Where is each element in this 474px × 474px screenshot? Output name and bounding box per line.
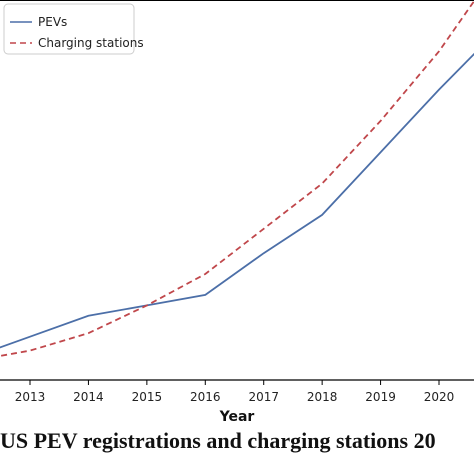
series-line-charging-stations: [0, 0, 474, 357]
x-tick-label-2020: 2020: [424, 390, 455, 404]
x-ticks: 2013 2014 2015 2016 2017 2018 2019 2020: [15, 380, 455, 404]
x-tick-label-2019: 2019: [365, 390, 396, 404]
series-line-pevs: [0, 52, 474, 349]
x-tick-label-2016: 2016: [190, 390, 221, 404]
x-tick-label-2013: 2013: [15, 390, 46, 404]
x-tick-label-2015: 2015: [132, 390, 163, 404]
legend-label-pevs: PEVs: [38, 15, 67, 29]
legend: PEVs Charging stations: [3, 3, 144, 55]
legend-label-charging-stations: Charging stations: [38, 36, 144, 50]
series-layer: [0, 0, 474, 357]
x-tick-label-2014: 2014: [73, 390, 104, 404]
x-tick-label-2017: 2017: [248, 390, 279, 404]
figure-caption: US PEV registrations and charging statio…: [0, 428, 436, 453]
x-axis-label: Year: [219, 409, 255, 425]
legend-box: [3, 3, 135, 55]
x-tick-label-2018: 2018: [307, 390, 338, 404]
plot-area: [0, 0, 474, 380]
